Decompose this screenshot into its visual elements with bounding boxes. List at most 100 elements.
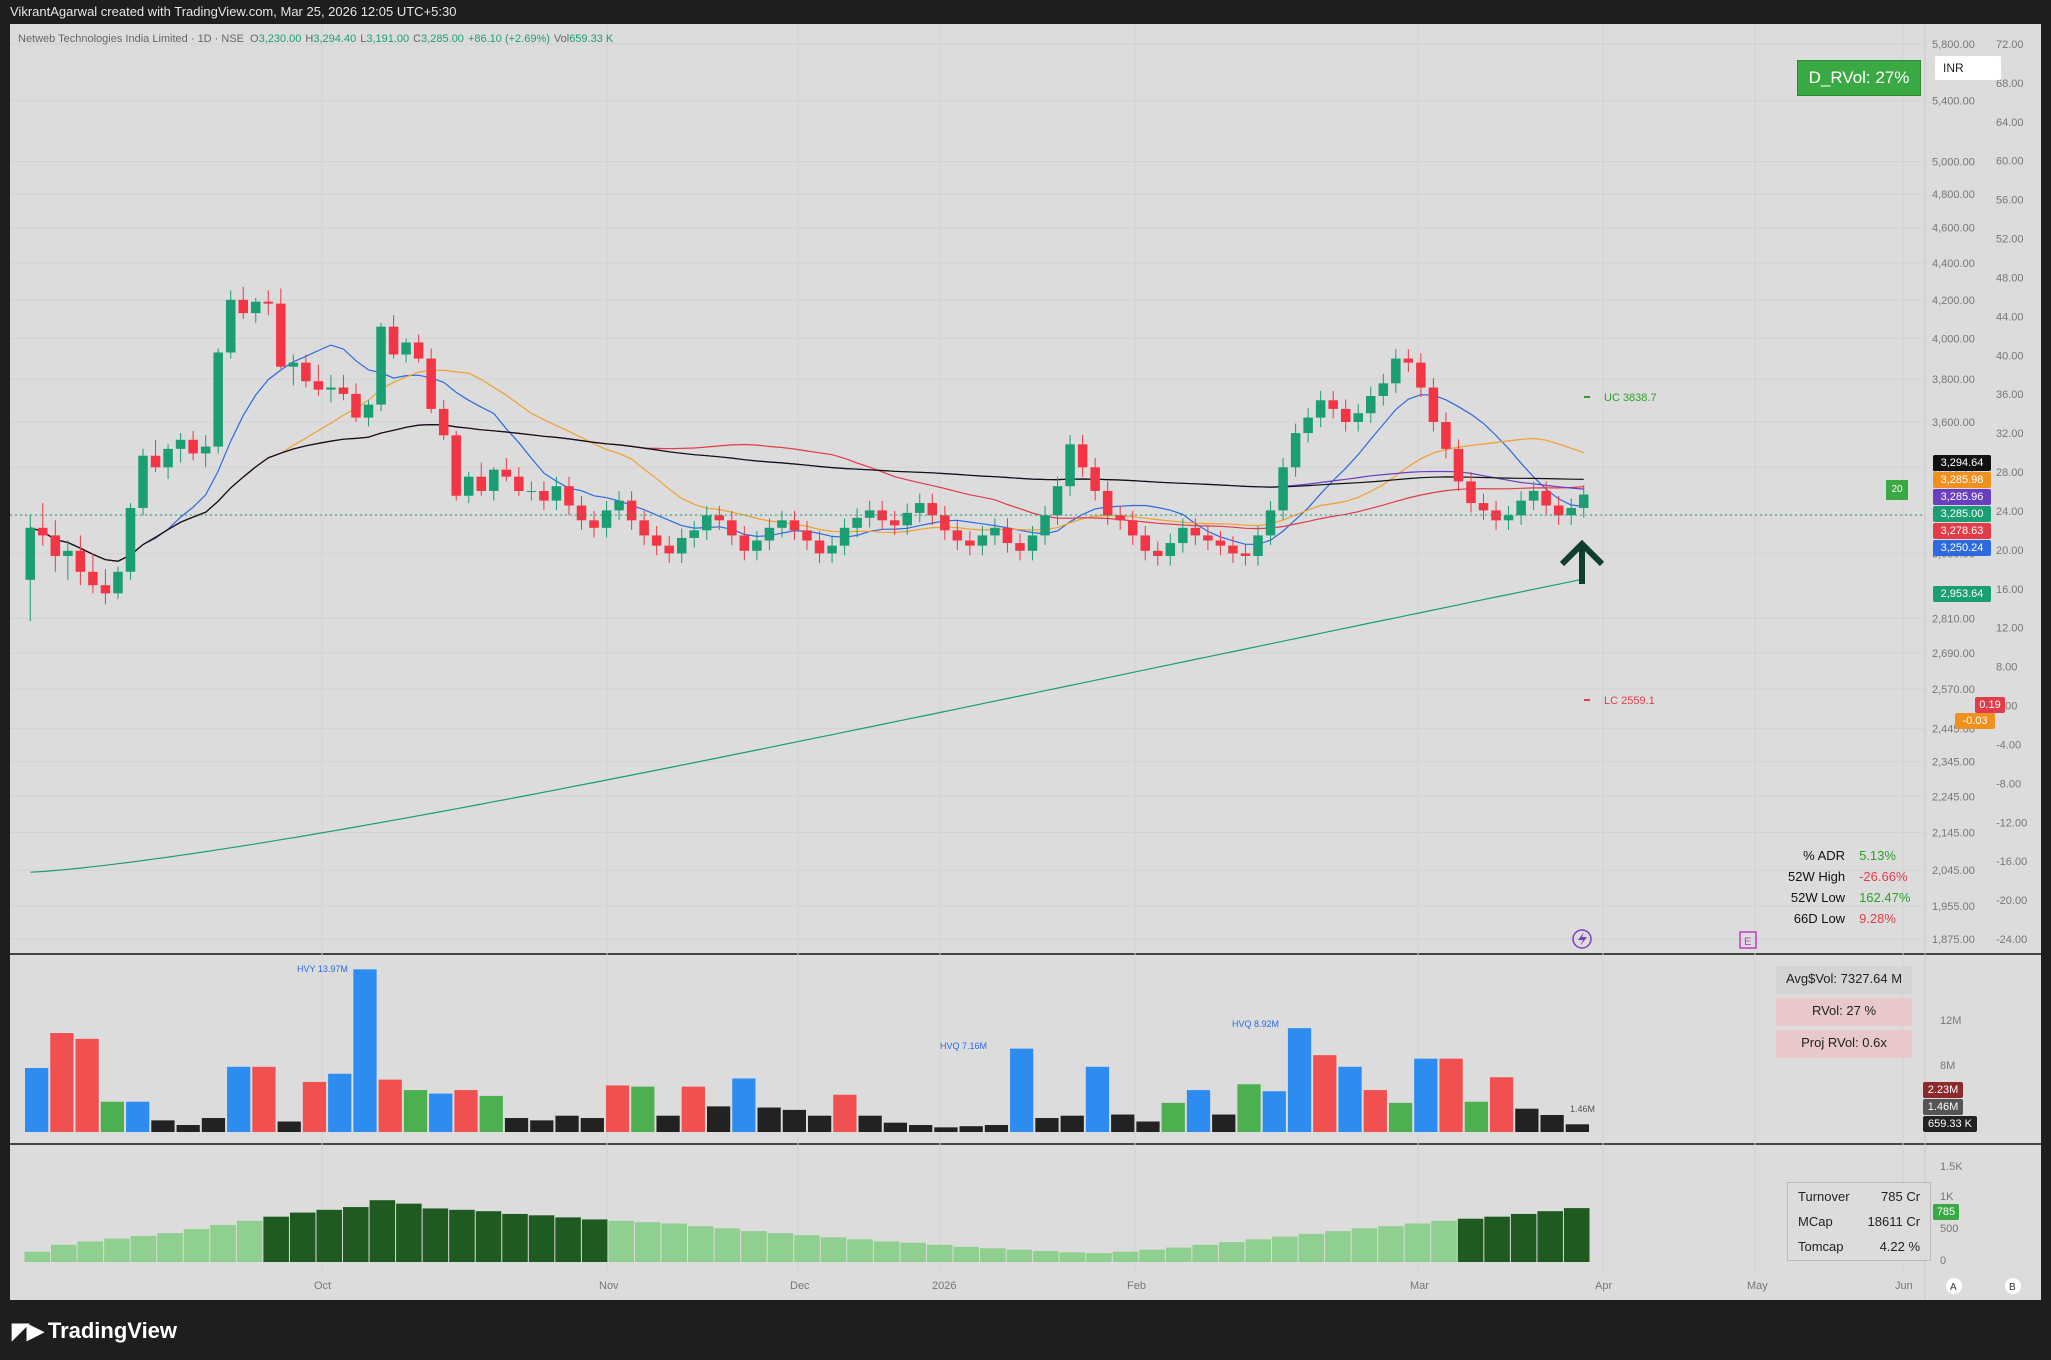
turnover-bar [422, 1208, 449, 1262]
tradingview-logo[interactable]: ◤▶ TradingView [12, 1318, 177, 1344]
osc-axis-label: 20.00 [1996, 545, 2024, 557]
volume-bar [75, 1038, 99, 1132]
candle-body [150, 455, 161, 468]
candle-body [1040, 515, 1050, 536]
volume-bar [1262, 1091, 1286, 1132]
fundamentals-value: 4.22 % [1879, 1239, 1921, 1254]
volume-bar [126, 1101, 150, 1132]
turnover-bar [900, 1242, 926, 1262]
osc-axis-label: 72.00 [1996, 39, 2024, 51]
volume-bar [1035, 1118, 1059, 1132]
osc-axis-label: 60.00 [1996, 156, 2024, 168]
turnover-bar [1192, 1244, 1218, 1262]
candle-body [163, 448, 173, 468]
osc-axis-label: -16.00 [1996, 856, 2027, 868]
candle-body [601, 510, 612, 528]
candle-body [25, 527, 36, 580]
volume-bar [984, 1125, 1009, 1132]
oscillator-axis: 72.00 68.00 64.00 60.00 56.00 52.00 48.00 44.00… [1996, 39, 2027, 946]
chart-frame[interactable]: 12M 8M 1.5K 1K 500 0 5,800.00 5,400.00 5,000.0… [10, 24, 2041, 1300]
turnover-bar [24, 1251, 51, 1262]
candle-body [388, 326, 399, 355]
stats-value: -26.66% [1859, 869, 1908, 884]
osc-axis-label: 68.00 [1996, 78, 2024, 90]
volume-bar [555, 1115, 579, 1132]
candle-body [664, 545, 674, 554]
candle-body [1315, 400, 1326, 418]
volume-bar [454, 1090, 478, 1132]
turnover-bar [1510, 1213, 1537, 1262]
turnover-bar [1563, 1208, 1590, 1262]
candle-body [301, 362, 311, 382]
candle-body [864, 510, 875, 518]
time-axis-label: Mar [1410, 1280, 1429, 1292]
turnover-bar [1218, 1242, 1245, 1262]
candle-body [1140, 535, 1151, 551]
turnover-bar [130, 1235, 157, 1262]
candle-body [1553, 505, 1564, 516]
candle-body [1403, 358, 1414, 363]
turnover-bar [77, 1241, 104, 1262]
stats-row: % ADR 5.13% [1782, 846, 1916, 865]
turnover-axis-label: 500 [1940, 1223, 1958, 1235]
volume-bar [100, 1101, 125, 1132]
candle-body [1027, 535, 1038, 551]
osc-axis-label: 16.00 [1996, 584, 2024, 596]
turnover-bar [289, 1212, 316, 1262]
candle-body [251, 301, 261, 314]
candle-body [1240, 553, 1251, 556]
osc-axis-label: -4.00 [1996, 739, 2021, 751]
turnover-bar [157, 1233, 183, 1262]
stats-value: 5.13% [1859, 848, 1896, 863]
turnover-bar [396, 1203, 422, 1262]
fundamentals-label: MCap [1798, 1214, 1833, 1229]
stats-label: 66D Low [1793, 911, 1846, 926]
turnover-bar [794, 1235, 820, 1262]
volume-tag: 659.33 K [1923, 1116, 1977, 1132]
candle-body [1265, 510, 1276, 536]
stats-label: % ADR [1803, 848, 1846, 863]
candle-body [1115, 515, 1125, 521]
price-axis-label: 4,000.00 [1932, 333, 1975, 345]
axis-auto-button[interactable]: A [1946, 1278, 1962, 1294]
axis-log-button[interactable]: B [2005, 1278, 2021, 1294]
osc-axis-label: 44.00 [1996, 311, 2024, 323]
earnings-icon[interactable]: E [1739, 931, 1757, 949]
volume-bar [530, 1120, 554, 1132]
candle-body [965, 540, 975, 546]
turnover-tag: 785 [1933, 1204, 1959, 1220]
turnover-bar [1086, 1253, 1112, 1262]
volume-bar [580, 1118, 604, 1132]
volume-bar [1111, 1114, 1135, 1132]
turnover-bar [1457, 1218, 1484, 1262]
volume-bar [403, 1090, 428, 1132]
candle-body [1365, 396, 1376, 414]
candle-body [1002, 527, 1013, 544]
candle-body [1153, 550, 1163, 556]
time-axis-label: Feb [1127, 1280, 1146, 1292]
candle-body [1391, 358, 1401, 384]
osc-axis-label: 52.00 [1996, 234, 2024, 246]
turnover-axis-label: 1.5K [1940, 1161, 1963, 1173]
rvol-badge: D_RVol: 27% [1797, 60, 1921, 96]
candle-body [1541, 490, 1551, 506]
osc-axis-label: 48.00 [1996, 272, 2024, 284]
currency-selector[interactable]: INR [1935, 56, 2001, 80]
osc-axis-label: 36.00 [1996, 389, 2024, 401]
lightning-icon[interactable] [1572, 929, 1592, 949]
candle-body [676, 537, 687, 554]
candle-body [363, 404, 374, 418]
volume-bar [353, 969, 377, 1132]
chart-canvas[interactable]: 12M 8M 1.5K 1K 500 0 5,800.00 5,400.00 5,000.0… [10, 24, 2041, 1300]
price-axis-label: 4,200.00 [1932, 295, 1975, 307]
stats-row: 52W Low 162.47% [1782, 888, 1916, 907]
candle-body [764, 527, 775, 541]
candle-body [438, 408, 449, 436]
candle-body [702, 515, 712, 531]
turnover-bar [555, 1217, 581, 1262]
candle-body [463, 476, 474, 496]
turnover-axis-label: 0 [1940, 1255, 1946, 1267]
turnover-bar [608, 1220, 634, 1262]
candle-body [889, 520, 900, 526]
candle-body [576, 505, 587, 521]
